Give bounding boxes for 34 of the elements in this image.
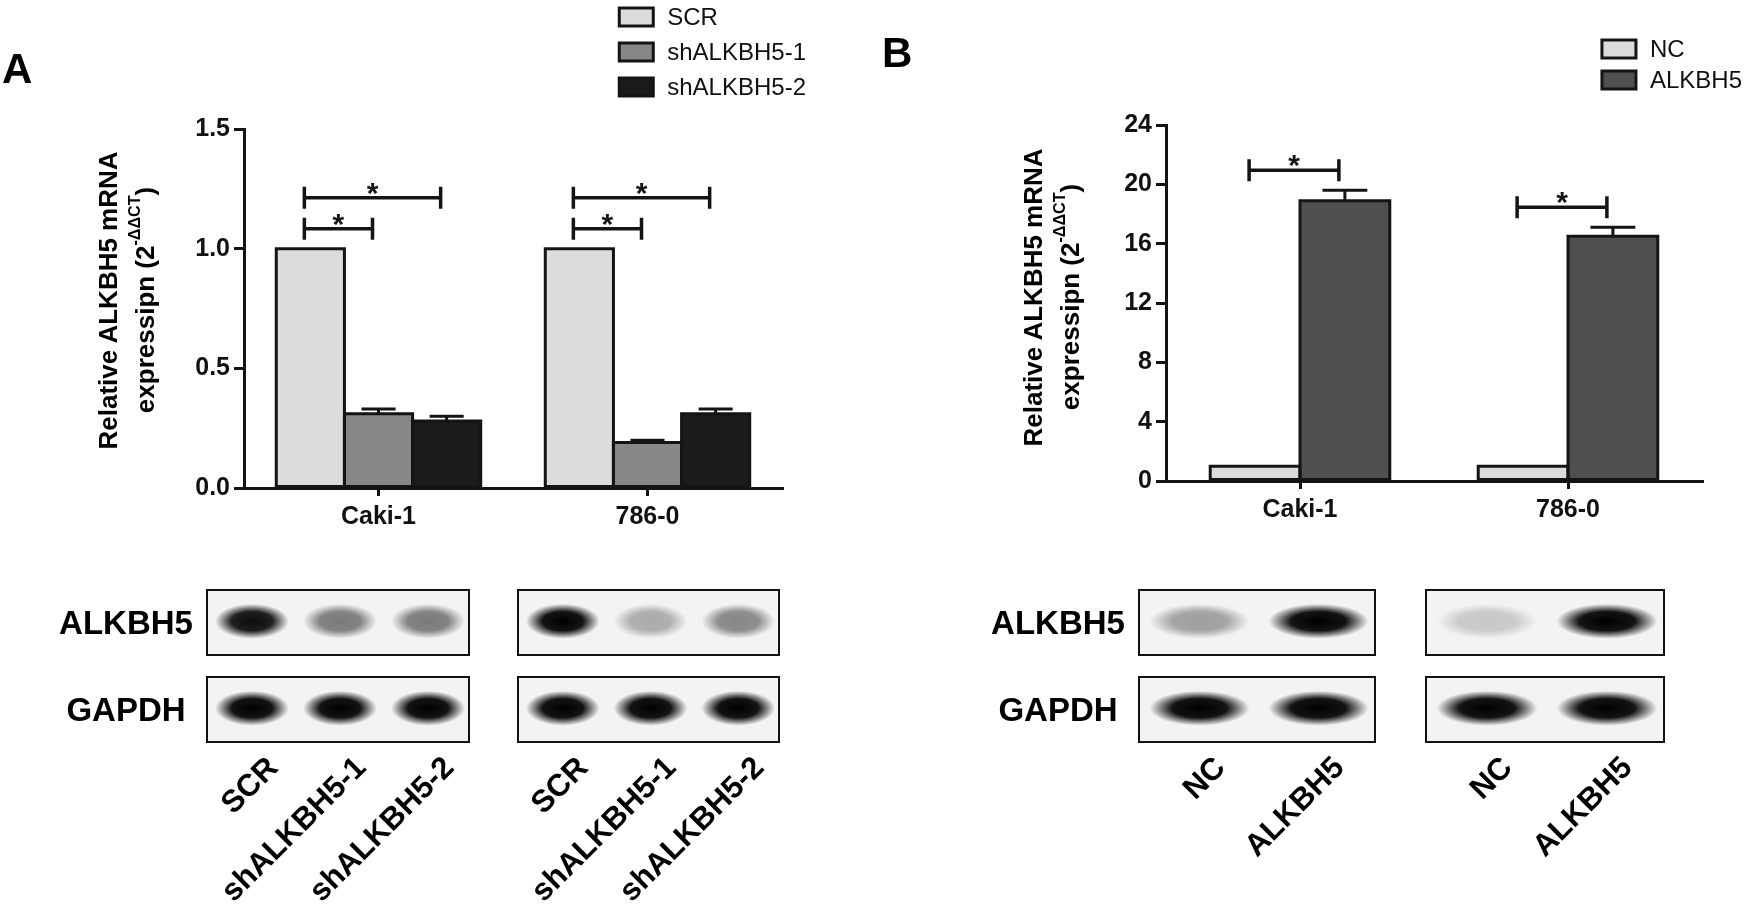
annotation: * bbox=[366, 175, 379, 209]
x-tick-label: Caki-1 bbox=[1262, 493, 1338, 522]
annotation: * bbox=[1556, 185, 1569, 219]
annotation: * bbox=[332, 206, 345, 240]
category-label: ALKBH5 bbox=[59, 603, 193, 641]
category-label: GAPDH bbox=[66, 690, 186, 728]
x-tick-label: 786-0 bbox=[615, 500, 680, 529]
category-label: GAPDH bbox=[998, 690, 1118, 728]
legend-label: shALKBH5-1 bbox=[667, 37, 807, 65]
chart-title: A bbox=[2, 45, 33, 92]
y-tick-label: 0.5 bbox=[195, 352, 231, 381]
legend-label: shALKBH5-2 bbox=[667, 72, 807, 100]
category-label: NC bbox=[1462, 749, 1520, 807]
x-tick-label: 786-0 bbox=[1536, 493, 1600, 522]
category-label: NC bbox=[1175, 749, 1233, 807]
y-tick-label: 4 bbox=[1138, 405, 1153, 434]
annotation: * bbox=[601, 206, 614, 240]
y-tick-label: 1.0 bbox=[195, 232, 230, 261]
y-tick-label: 8 bbox=[1138, 346, 1153, 375]
legend-label: NC bbox=[1649, 34, 1685, 62]
y-tick-label: 20 bbox=[1124, 168, 1152, 197]
y-tick-label: 0 bbox=[1138, 464, 1152, 493]
y-tick-label: 12 bbox=[1124, 286, 1152, 315]
category-label: ALKBH5 bbox=[991, 603, 1125, 641]
x-tick-label: Caki-1 bbox=[340, 500, 417, 529]
y-tick-label: 16 bbox=[1124, 227, 1152, 256]
annotation: * bbox=[635, 175, 648, 209]
y-tick-label: 24 bbox=[1124, 108, 1153, 137]
y-tick-label: 1.5 bbox=[195, 112, 231, 141]
chart-title: B bbox=[882, 29, 913, 76]
y-tick-label: 0.0 bbox=[195, 471, 230, 500]
legend-label: ALKBH5 bbox=[1649, 65, 1743, 93]
legend-label: SCR bbox=[667, 2, 718, 30]
annotation: * bbox=[1288, 148, 1301, 182]
